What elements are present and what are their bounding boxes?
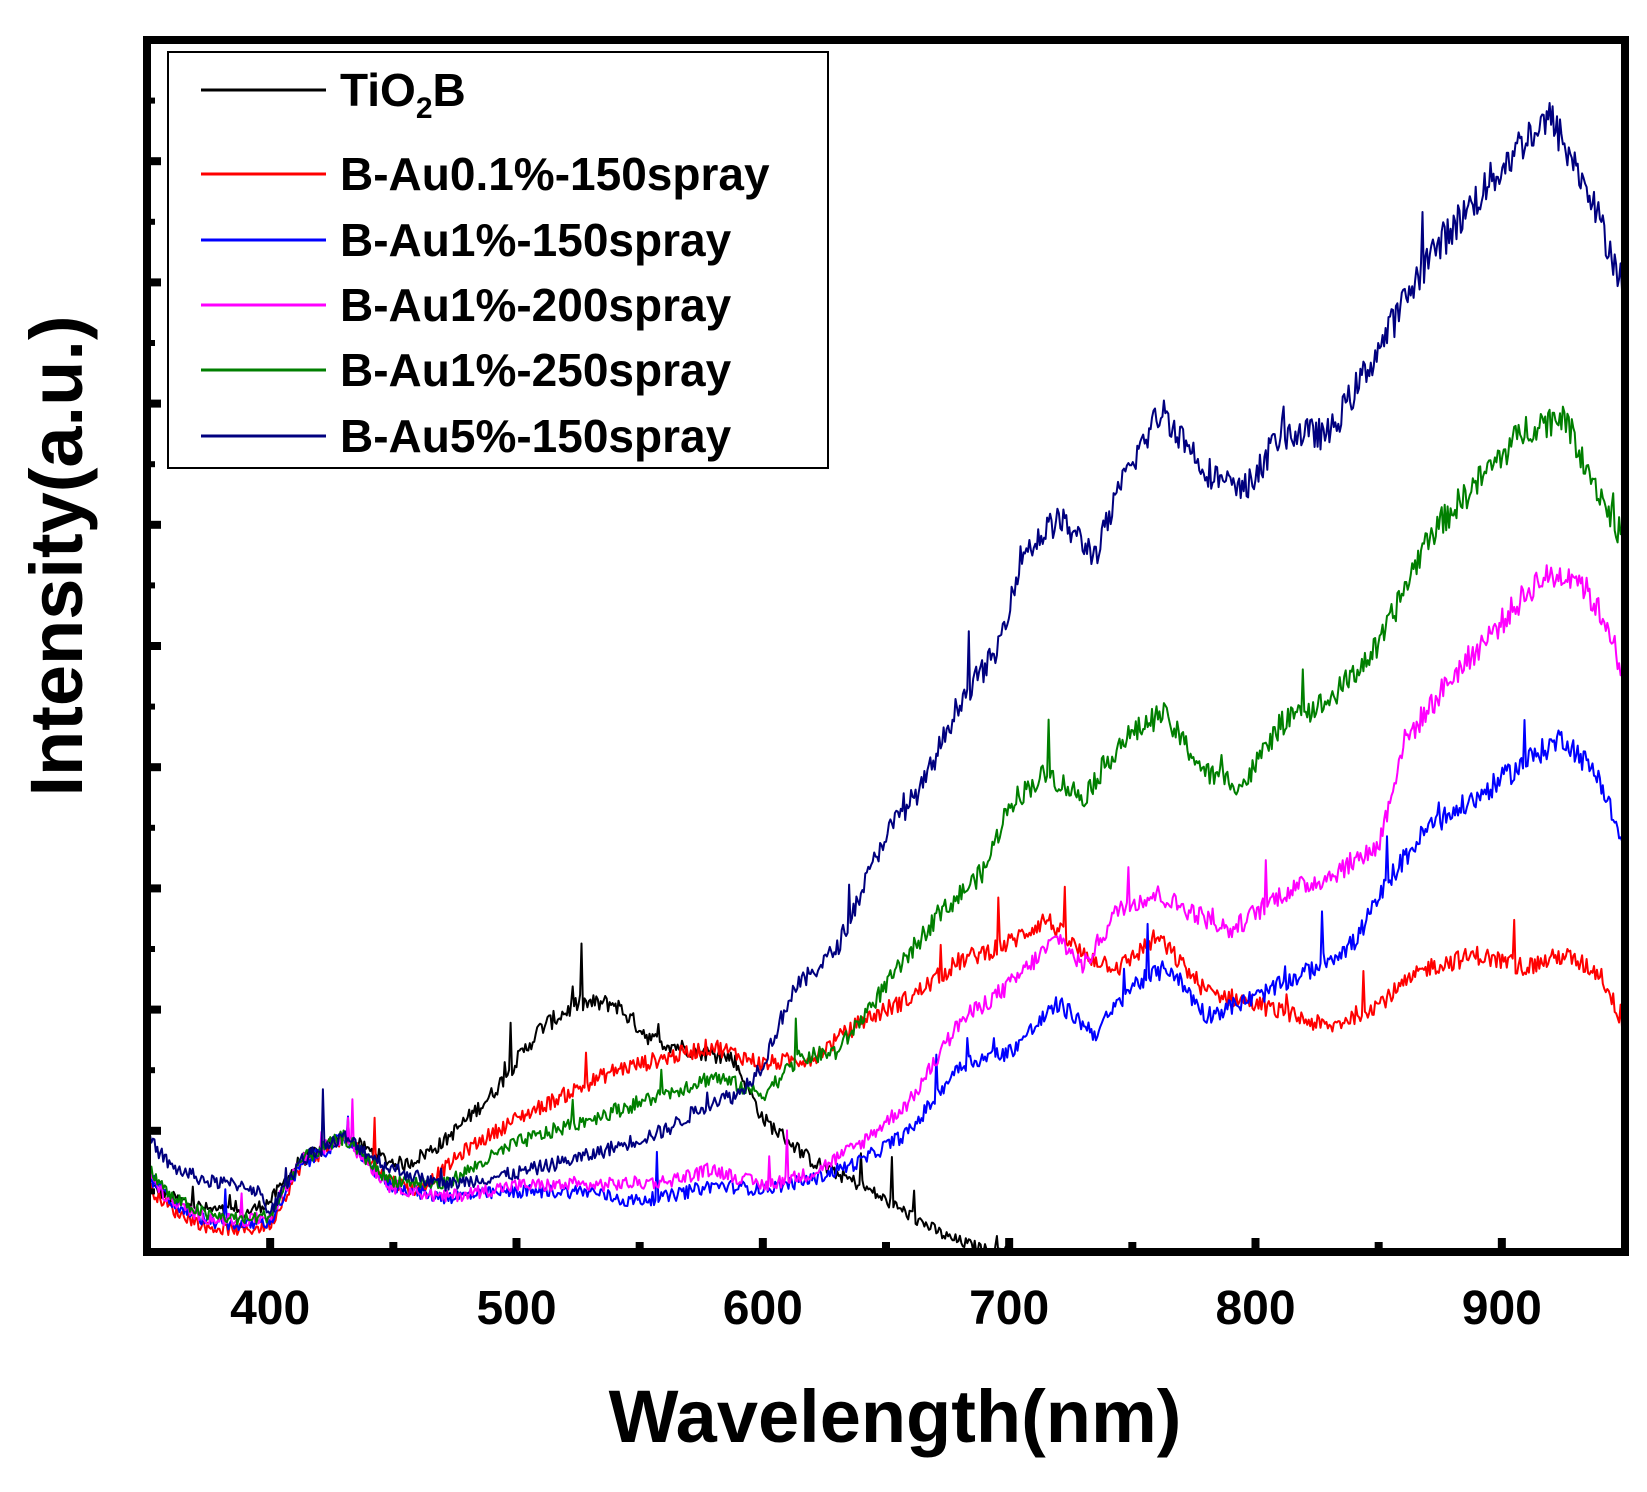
legend-label: B-Au1%-150spray bbox=[340, 214, 732, 266]
series-line-4 bbox=[147, 564, 1625, 1228]
legend-label: TiO2B bbox=[340, 64, 466, 125]
x-tick-label: 700 bbox=[969, 1282, 1049, 1335]
series-line-6 bbox=[147, 102, 1625, 1215]
x-tick-label: 600 bbox=[723, 1282, 803, 1335]
series-line-5 bbox=[147, 405, 1625, 1226]
x-axis-ticks: 400 500 600 700 800 900 bbox=[143, 1238, 1629, 1335]
series-layer bbox=[147, 102, 1625, 1252]
x-tick-label: 400 bbox=[230, 1282, 310, 1335]
legend-label: B-Au1%-250spray bbox=[340, 344, 732, 396]
x-axis-title: Wavelength(nm) bbox=[609, 1375, 1182, 1458]
legend-label: B-Au1%-200spray bbox=[340, 279, 732, 331]
legend-label: B-Au5%-150spray bbox=[340, 410, 732, 462]
series-line-2 bbox=[147, 885, 1625, 1236]
x-tick-label: 900 bbox=[1462, 1282, 1542, 1335]
legend: TiO2B B-Au0.1%-150spray B-Au1%-150spray B-A… bbox=[167, 51, 829, 469]
x-tick-label: 800 bbox=[1215, 1282, 1295, 1335]
x-tick-label: 500 bbox=[476, 1282, 556, 1335]
y-axis-title: Intensity(a.u.) bbox=[15, 315, 98, 796]
legend-box bbox=[167, 51, 829, 469]
y-axis-ticks bbox=[147, 97, 161, 1195]
legend-label: B-Au0.1%-150spray bbox=[340, 148, 770, 200]
